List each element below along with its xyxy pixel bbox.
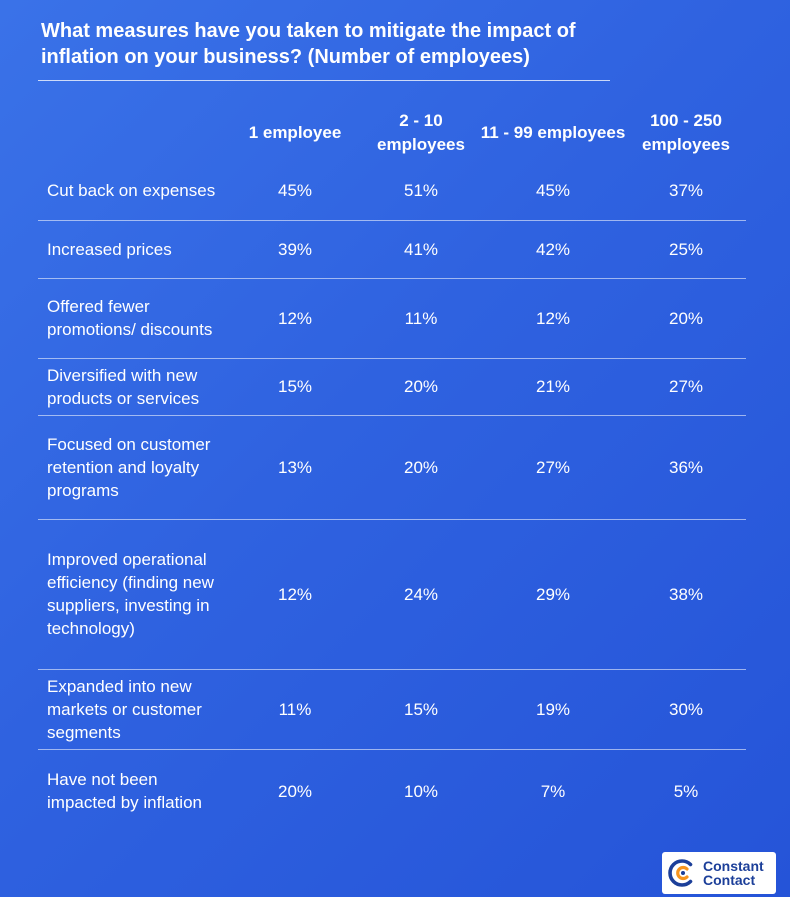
logo-line-2: Contact xyxy=(703,872,756,888)
row-label: Expanded into new markets or customer se… xyxy=(38,669,228,750)
column-header: 100 - 250 employees xyxy=(642,111,730,154)
table-row: Have not been impacted by inflation 20% 10… xyxy=(38,749,746,833)
header-corner xyxy=(38,104,228,162)
table-row: Cut back on expenses 45% 51% 45% 37% xyxy=(38,162,746,221)
table-row: Expanded into new markets or customer se… xyxy=(38,669,746,750)
cell-value: 5% xyxy=(673,781,699,801)
cell-value: 15% xyxy=(362,669,480,750)
table-row: Focused on customer retention and loyalt… xyxy=(38,415,746,520)
logo-wordmark: Constant Contact xyxy=(703,859,764,887)
table-body: Cut back on expenses 45% 51% 45% 37% Increase… xyxy=(38,162,746,833)
results-table: 1 employee 2 - 10 employees 11 - 99 empl… xyxy=(38,104,746,833)
chart-title: What measures have you taken to mitigate… xyxy=(41,20,576,68)
cell-value: 45% xyxy=(228,162,362,221)
table-row: Increased prices 39% 41% 42% 25% xyxy=(38,220,746,279)
cell-value: 10% xyxy=(403,781,439,801)
cell-value: 11% xyxy=(362,278,480,359)
cell-value: 7% xyxy=(540,781,566,801)
constant-contact-logo: Constant Contact xyxy=(662,852,776,894)
cell-value: 19% xyxy=(480,669,626,750)
cell-value: 13% xyxy=(228,415,362,520)
column-header: 2 - 10 employees xyxy=(377,111,465,154)
cell-value: 24% xyxy=(362,519,480,670)
cell-value: 41% xyxy=(362,220,480,279)
row-label: Improved operational efficiency (finding… xyxy=(38,519,228,670)
cell-value: 27% xyxy=(626,358,746,416)
column-header: 1 employee xyxy=(248,123,342,142)
table-row: Diversified with new products or service… xyxy=(38,358,746,416)
cell-value: 12% xyxy=(480,278,626,359)
cell-value: 25% xyxy=(626,220,746,279)
row-label: Have not been impacted by inflation xyxy=(47,770,202,813)
cell-value: 42% xyxy=(480,220,626,279)
table-row: Improved operational efficiency (finding… xyxy=(38,519,746,670)
cell-value: 37% xyxy=(626,162,746,221)
cell-value: 20% xyxy=(362,358,480,416)
logo-line-1: Constant xyxy=(703,858,764,874)
cell-value: 15% xyxy=(228,358,362,416)
cell-value: 20% xyxy=(277,781,313,801)
row-label: Offered fewer promotions/ discounts xyxy=(38,278,228,359)
cell-value: 29% xyxy=(480,519,626,670)
constant-contact-logo-icon xyxy=(668,859,693,887)
cell-value: 11% xyxy=(228,669,362,750)
cell-value: 38% xyxy=(626,519,746,670)
cell-value: 39% xyxy=(228,220,362,279)
cell-value: 36% xyxy=(626,415,746,520)
cell-value: 12% xyxy=(228,278,362,359)
row-label: Diversified with new products or service… xyxy=(38,358,228,416)
cell-value: 27% xyxy=(480,415,626,520)
cell-value: 21% xyxy=(480,358,626,416)
row-label: Focused on customer retention and loyalt… xyxy=(38,415,228,520)
cell-value: 20% xyxy=(626,278,746,359)
header-row: 1 employee 2 - 10 employees 11 - 99 empl… xyxy=(38,104,746,162)
column-header: 11 - 99 employees xyxy=(480,123,626,142)
table-row: Offered fewer promotions/ discounts 12% 11… xyxy=(38,278,746,359)
row-label: Increased prices xyxy=(38,220,228,279)
cell-value: 51% xyxy=(362,162,480,221)
cell-value: 30% xyxy=(626,669,746,750)
row-label: Cut back on expenses xyxy=(38,162,228,221)
cell-value: 20% xyxy=(362,415,480,520)
cell-value: 45% xyxy=(480,162,626,221)
title-divider xyxy=(38,80,610,81)
cell-value: 12% xyxy=(228,519,362,670)
